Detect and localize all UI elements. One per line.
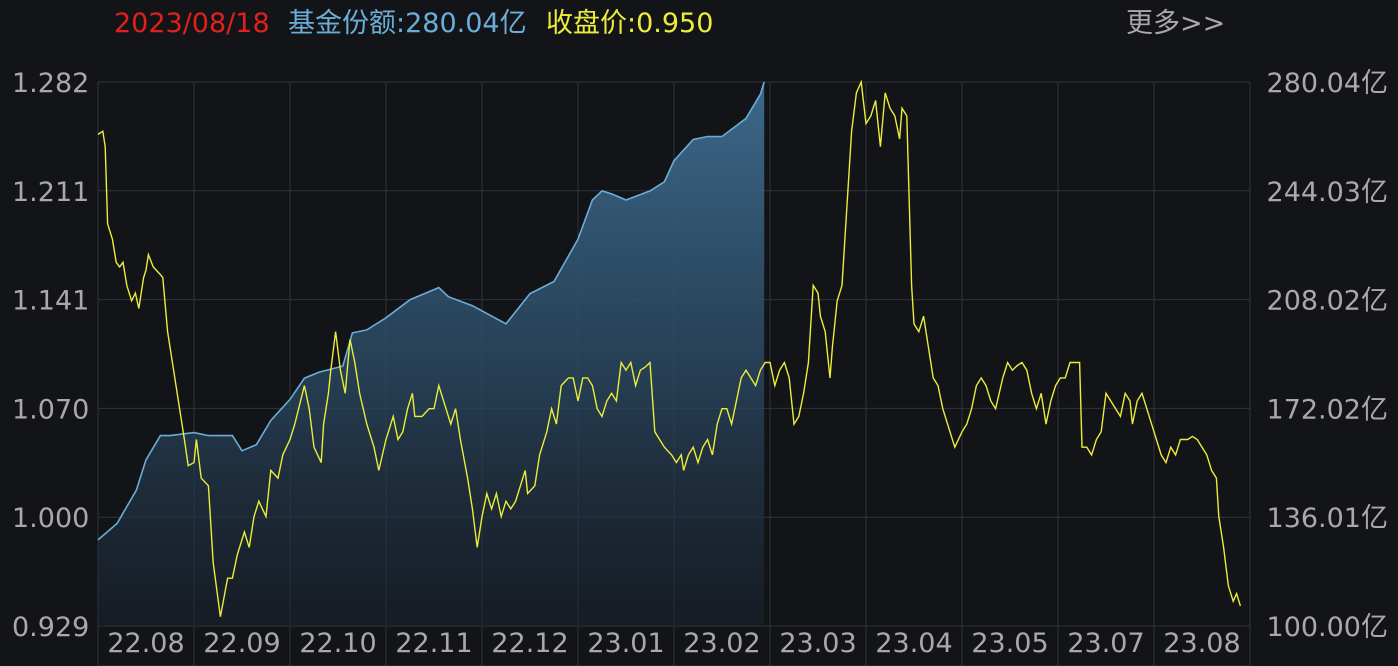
x-axis: 22.08 22.09 22.10 22.11 22.12 23.01 23.02 23.03… — [107, 628, 1240, 659]
x-tick-label: 23.08 — [1163, 628, 1240, 659]
right-tick-label: 208.02亿 — [1267, 286, 1388, 317]
fund-share-line — [97, 81, 765, 541]
left-axis: 1.282 1.211 1.141 1.070 1.000 0.929 — [12, 68, 89, 643]
more-link[interactable]: 更多>> — [1126, 8, 1226, 39]
left-tick-label: 1.211 — [12, 177, 89, 208]
right-axis: 280.04亿 244.03亿 208.02亿 172.02亿 136.01亿 100.0… — [1267, 68, 1388, 643]
header-date: 2023/08/18 — [114, 8, 270, 39]
header-share-label: 基金份额: — [288, 8, 406, 39]
left-tick-label: 0.929 — [12, 612, 89, 643]
header-share-value: 280.04亿 — [405, 8, 527, 39]
x-tick-label: 23.01 — [587, 628, 664, 659]
x-tick-label: 22.08 — [107, 628, 184, 659]
header-close-price: 收盘价:0.950 — [546, 4, 713, 44]
x-tick-label: 22.11 — [395, 628, 472, 659]
left-tick-label: 1.141 — [12, 286, 89, 317]
right-tick-label: 136.01亿 — [1267, 503, 1388, 534]
left-tick-label: 1.000 — [12, 503, 89, 534]
fund-share-area — [98, 82, 765, 626]
x-tick-label: 23.07 — [1067, 628, 1144, 659]
right-tick-label: 244.03亿 — [1267, 177, 1388, 208]
right-tick-label: 280.04亿 — [1267, 68, 1388, 99]
header-price-value: 0.950 — [636, 8, 714, 39]
header-price-label: 收盘价: — [546, 8, 637, 39]
x-tick-label: 23.02 — [683, 628, 760, 659]
x-tick-label: 23.05 — [971, 628, 1048, 659]
x-tick-label: 23.03 — [779, 628, 856, 659]
x-tick-label: 22.10 — [299, 628, 376, 659]
left-tick-label: 1.282 — [12, 68, 89, 99]
right-tick-label: 172.02亿 — [1267, 394, 1388, 425]
x-tick-label: 22.12 — [491, 628, 568, 659]
close-price-line — [97, 79, 1242, 617]
x-tick-label: 22.09 — [203, 628, 280, 659]
x-tick-label: 23.04 — [875, 628, 952, 659]
right-tick-label: 100.00亿 — [1267, 612, 1388, 643]
left-tick-label: 1.070 — [12, 394, 89, 425]
header-fund-share: 基金份额:280.04亿 — [288, 4, 527, 44]
